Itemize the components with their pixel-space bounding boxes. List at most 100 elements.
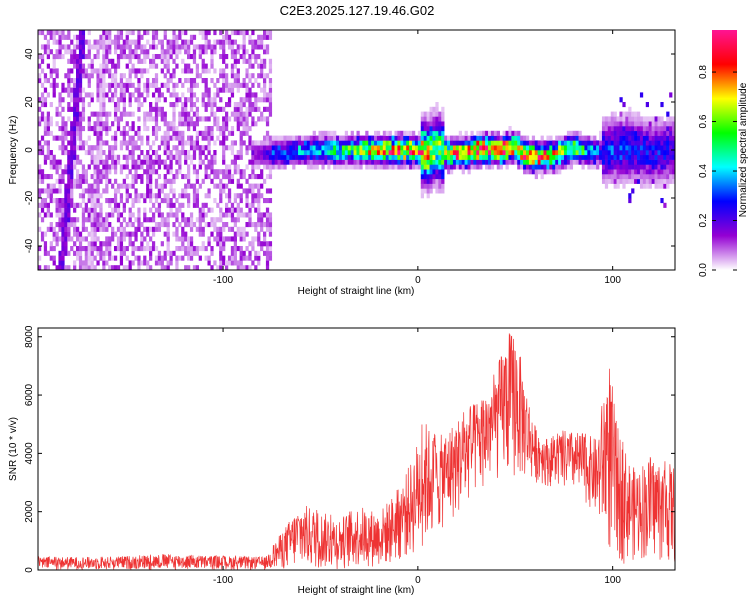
heatmap-cell (268, 226, 273, 232)
heatmap-cell (187, 87, 191, 93)
heatmap-cell (113, 49, 118, 55)
heatmap-cell (140, 140, 144, 146)
heatmap-cell (397, 159, 401, 165)
heatmap-cell (216, 126, 220, 132)
heatmap-cell (90, 159, 94, 165)
heatmap-cell (172, 106, 176, 112)
heatmap-cell (154, 102, 159, 108)
heatmap-cell (61, 241, 65, 247)
heatmap-cell (403, 140, 407, 146)
heatmap-cell (496, 159, 500, 165)
heatmap-cell (163, 34, 167, 40)
heatmap-cell (128, 169, 132, 175)
heatmap-cell (108, 39, 112, 45)
heatmap-cell (70, 68, 74, 74)
heatmap-cell (654, 178, 658, 184)
heatmap-cell (96, 49, 100, 55)
heatmap-cell (254, 222, 258, 228)
heatmap-cell (46, 207, 50, 213)
heatmap-cell (84, 207, 88, 213)
heatmap-cell (239, 30, 243, 36)
heatmap-cell (397, 145, 401, 151)
heatmap-cell (613, 111, 617, 117)
heatmap-cell (189, 82, 194, 88)
heatmap-cell (116, 82, 121, 88)
heatmap-cell (233, 164, 237, 170)
heatmap-cell (198, 207, 202, 213)
heatmap-cell (64, 44, 68, 50)
heatmap-cell (254, 236, 258, 242)
heatmap-cell (555, 145, 559, 151)
heatmap-cell (216, 226, 220, 232)
heatmap-cell (230, 87, 235, 93)
heatmap-cell (637, 150, 641, 156)
heatmap-cell (169, 126, 173, 132)
heatmap-cell (93, 217, 97, 223)
heatmap-cell (622, 111, 626, 117)
heatmap-cell (236, 169, 240, 175)
heatmap-cell (663, 183, 667, 189)
heatmap-cell (426, 174, 430, 180)
heatmap-cell (157, 202, 162, 208)
heatmap-cell (379, 164, 384, 170)
heatmap-cell (93, 174, 97, 180)
heatmap-cell (172, 222, 176, 228)
heatmap-cell (43, 265, 48, 271)
heatmap-cell (236, 150, 240, 156)
heatmap-cell (108, 202, 112, 208)
heatmap-cell (613, 174, 617, 180)
heatmap-cell (154, 135, 159, 141)
heatmap-cell (67, 116, 71, 122)
heatmap-cell (111, 207, 115, 213)
heatmap-cell (163, 178, 167, 184)
heatmap-cell (432, 164, 436, 170)
heatmap-cell (78, 174, 83, 180)
heatmap-cell (490, 150, 495, 156)
heatmap-cell (181, 39, 185, 45)
heatmap-cell (113, 255, 118, 261)
heatmap-cell (105, 121, 109, 127)
heatmap-cell (298, 140, 302, 146)
heatmap-cell (604, 154, 609, 160)
heatmap-cell (96, 140, 100, 146)
heatmap-cell (382, 159, 387, 165)
heatmap-cell (236, 212, 240, 218)
heatmap-cell (102, 92, 106, 98)
heatmap-cell (108, 73, 112, 79)
heatmap-cell (187, 217, 191, 223)
heatmap-cell (593, 154, 597, 160)
heatmap-cell (531, 145, 536, 151)
heatmap-cell (116, 236, 121, 242)
heatmap-cell (198, 130, 202, 136)
heatmap-cell (257, 97, 261, 103)
heatmap-cell (233, 82, 237, 88)
heatmap-cell (78, 231, 83, 237)
heatmap-cell (43, 212, 48, 218)
heatmap-cell (242, 236, 246, 242)
heatmap-cell (90, 217, 94, 223)
heatmap-cell (464, 150, 468, 156)
heatmap-cell (455, 164, 460, 170)
heatmap-cell (464, 130, 468, 136)
heatmap-cell (157, 54, 162, 60)
heatmap-cell (233, 78, 237, 84)
heatmap-cell (201, 63, 205, 69)
heatmap-cell (490, 164, 495, 170)
heatmap-cell (105, 34, 109, 40)
heatmap-cell (90, 183, 94, 189)
heatmap-cell (263, 73, 267, 79)
heatmap-cell (184, 183, 188, 189)
heatmap-cell (99, 73, 103, 79)
heatmap-cell (493, 154, 498, 160)
heatmap-cell (73, 97, 77, 103)
heatmap-cell (137, 102, 141, 108)
heatmap-cell (151, 34, 156, 40)
heatmap-cell (49, 193, 53, 199)
heatmap-cell (268, 63, 273, 69)
heatmap-cell (543, 164, 547, 170)
heatmap-cell (651, 150, 655, 156)
heatmap-cell (482, 135, 486, 141)
heatmap-cell (175, 159, 179, 165)
heatmap-cell (292, 154, 296, 160)
heatmap-cell (239, 121, 243, 127)
